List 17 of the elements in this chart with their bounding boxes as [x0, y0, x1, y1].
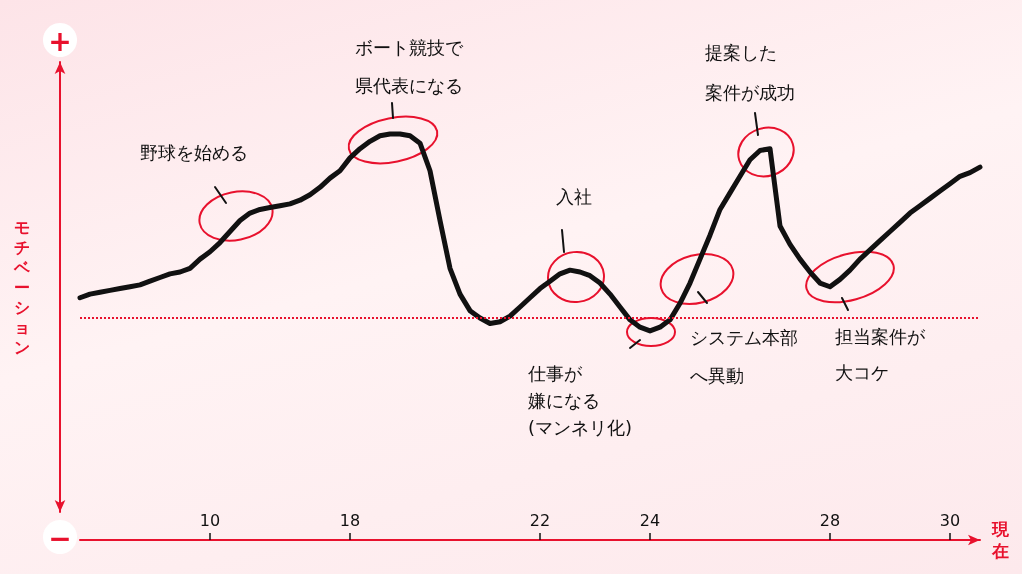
annotation: 入社 [556, 185, 592, 207]
text: 提案した案件が成功 [705, 41, 795, 103]
x-tick-label: 30 [939, 510, 961, 530]
annotation: 野球を始める [140, 141, 248, 163]
text: + [48, 24, 72, 58]
x-tick-label: 18 [339, 510, 361, 530]
text: − [48, 521, 72, 555]
text: ボート競技で県代表になる [355, 36, 464, 96]
x-tick-label: 28 [819, 510, 841, 530]
x-tick-label: 10 [199, 510, 221, 530]
y-axis-title: モチベーション [13, 217, 31, 357]
x-axis-title: 現在 [991, 519, 1010, 561]
x-tick-label: 24 [639, 510, 661, 530]
text: 仕事が嫌になる(マンネリ化) [527, 363, 633, 438]
x-tick-label: 22 [529, 510, 551, 530]
annotation: システム本部へ異動 [690, 326, 798, 386]
annotation: 担当案件が大コケ [835, 325, 926, 383]
